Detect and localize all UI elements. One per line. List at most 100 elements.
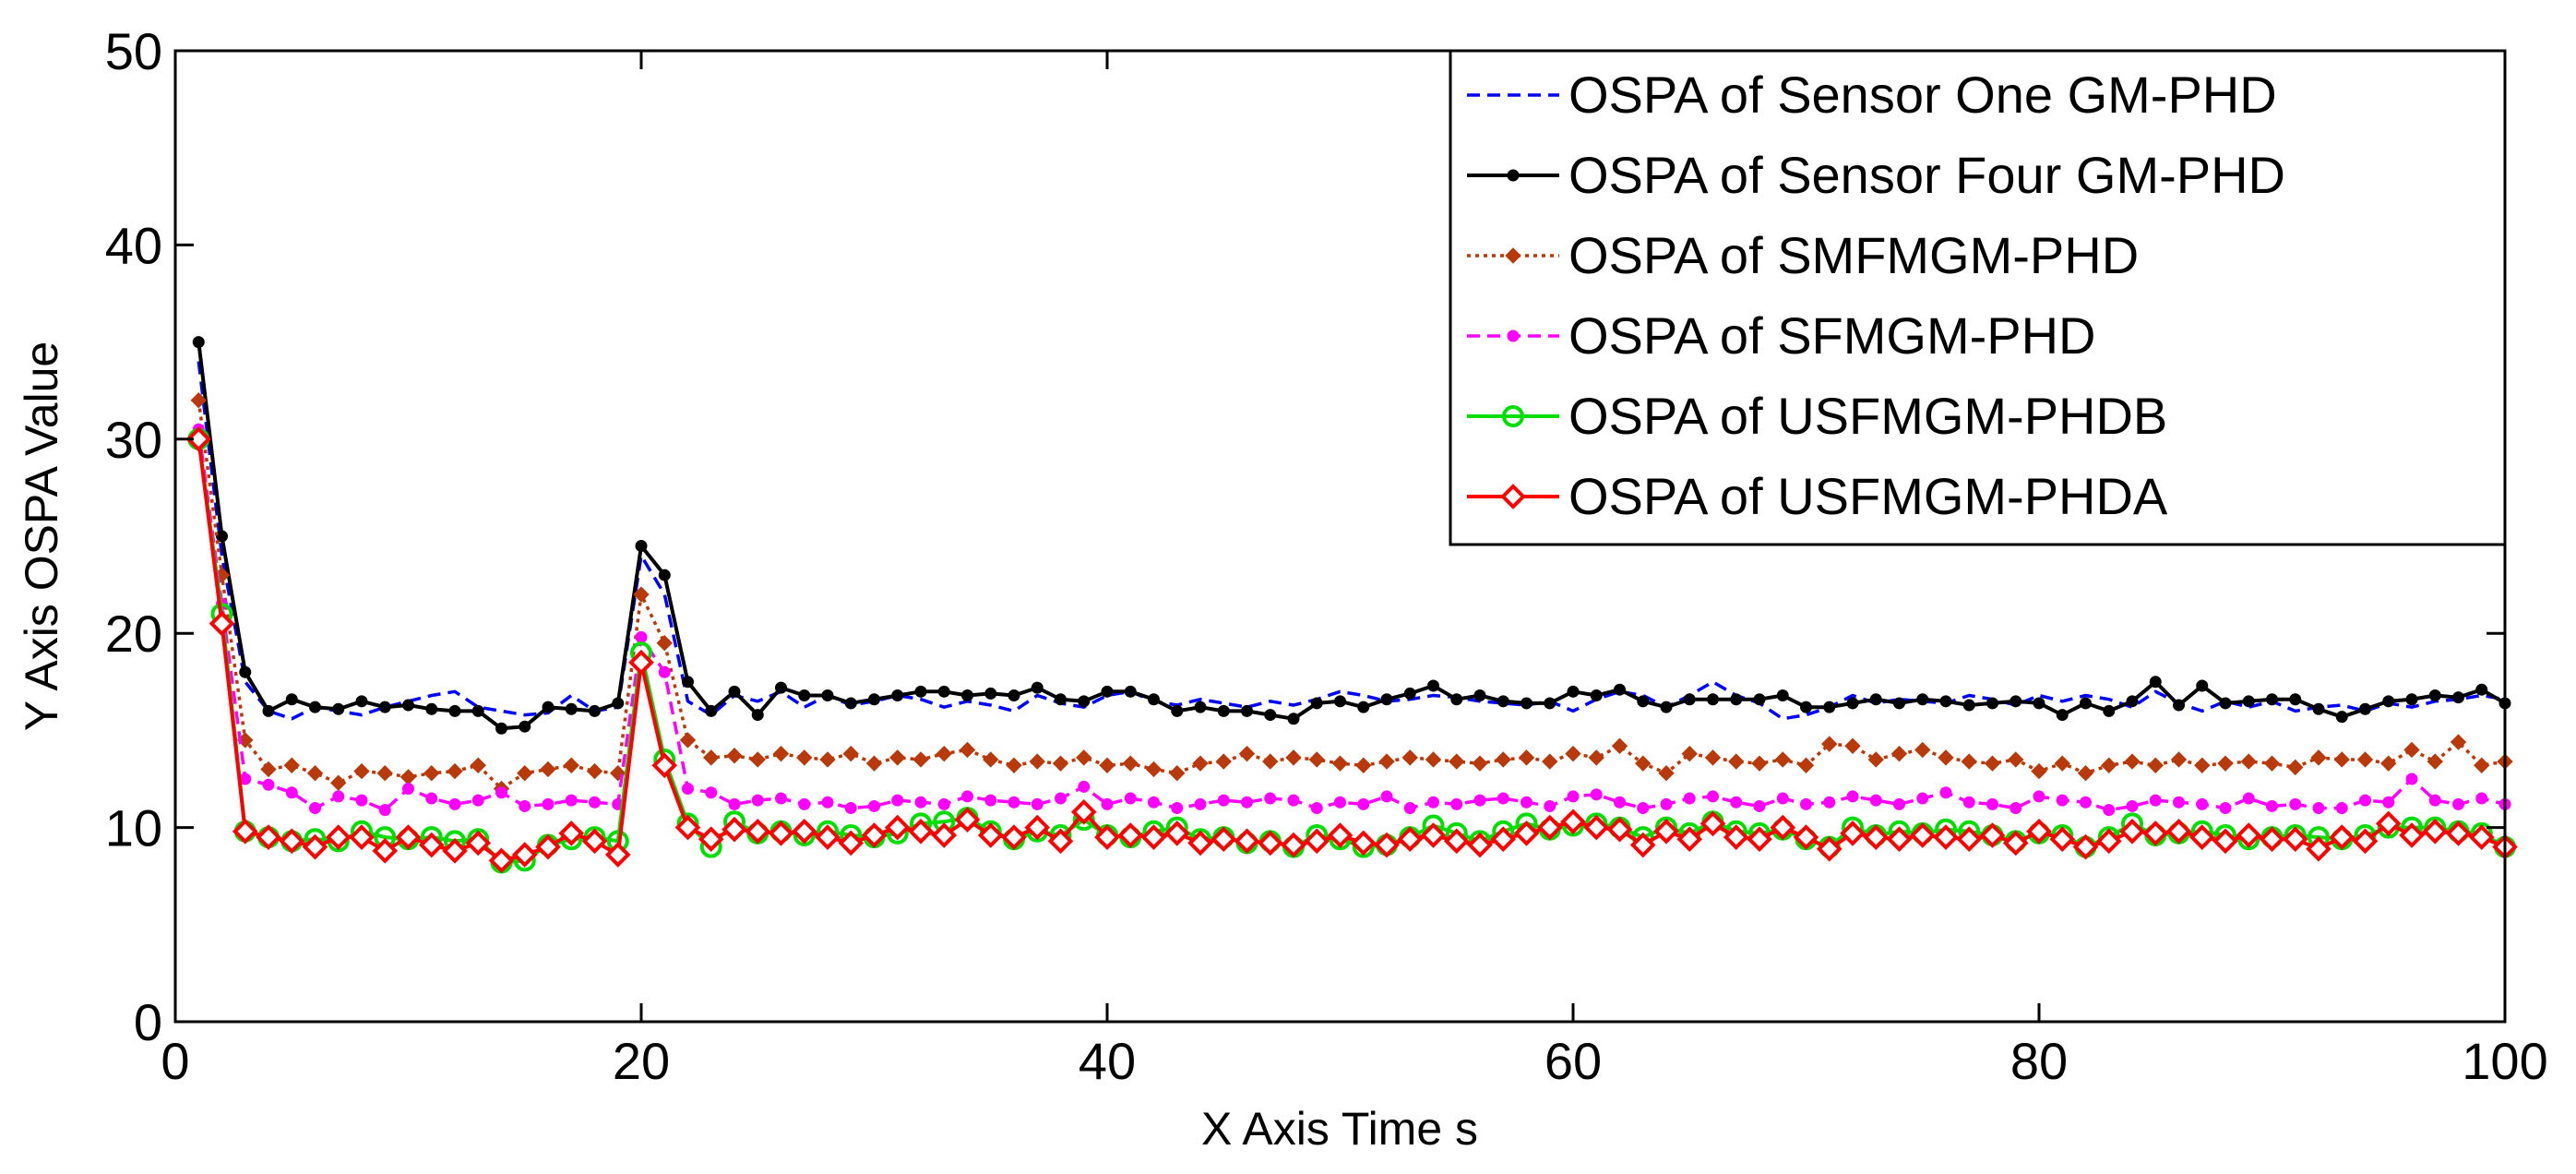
data-point [1614, 683, 1626, 696]
data-point [1869, 693, 1882, 706]
data-point [402, 699, 414, 712]
data-point [2049, 826, 2076, 853]
data-point [1420, 822, 1447, 848]
data-point [2312, 702, 2325, 715]
data-point [1956, 826, 1983, 853]
data-point [1542, 753, 1558, 770]
legend-box [1449, 49, 2507, 546]
data-point [1521, 697, 1532, 710]
data-point [1770, 814, 1796, 841]
data-point [1124, 792, 1137, 805]
data-point [1357, 797, 1370, 810]
data-point [1171, 704, 1184, 717]
data-point [914, 796, 927, 809]
data-point [1637, 802, 1650, 815]
y-axis-ticks: 0 10 20 30 40 50 [105, 22, 2505, 1051]
data-point [2333, 751, 2350, 768]
data-point [1397, 826, 1424, 853]
data-point [868, 799, 880, 812]
data-point [1962, 796, 1975, 809]
data-point [1380, 693, 1393, 706]
legend-swatch-marker [1500, 484, 1526, 509]
data-point [2380, 755, 2397, 772]
data-point [1331, 755, 1349, 772]
data-point [1210, 826, 1237, 853]
data-point [2173, 796, 2185, 809]
data-point [262, 778, 275, 791]
data-point [1047, 828, 1074, 855]
data-point [1544, 697, 1556, 710]
data-point [2194, 757, 2211, 773]
data-point [1728, 753, 1745, 770]
data-point [1450, 693, 1463, 706]
data-point [448, 797, 461, 810]
data-point [2312, 802, 2325, 815]
data-point [2287, 759, 2304, 776]
data-point [355, 695, 368, 708]
data-point [815, 824, 841, 850]
data-point [1521, 796, 1532, 809]
data-point [1285, 749, 1302, 766]
data-point [2242, 792, 2255, 805]
data-point [256, 824, 281, 850]
data-point [1163, 821, 1190, 846]
data-point [2428, 689, 2441, 702]
data-point [679, 732, 697, 749]
data-point [1611, 737, 1628, 754]
data-point [1334, 796, 1346, 809]
data-point [2010, 802, 2022, 815]
data-point [1281, 832, 1306, 858]
data-point [1192, 755, 1209, 772]
legend-swatch-marker [1502, 405, 1524, 427]
data-point [1467, 832, 1493, 858]
data-point [1443, 828, 1470, 855]
series-6 [185, 425, 2518, 874]
data-point [1234, 828, 1260, 855]
data-point [1939, 695, 1952, 708]
data-point [1699, 810, 1726, 837]
data-point [1334, 695, 1346, 708]
data-point [1262, 753, 1279, 770]
data-point [185, 425, 212, 452]
data-point [819, 751, 836, 768]
data-point [2282, 826, 2308, 853]
y-tick-label: 10 [105, 799, 162, 857]
data-point [1753, 799, 1766, 812]
data-point [1653, 818, 1679, 845]
data-point [1241, 704, 1253, 717]
data-point [1124, 685, 1137, 698]
series-line-1 [197, 361, 2506, 721]
data-point [1403, 687, 1416, 700]
data-point [2242, 695, 2255, 708]
data-point [2056, 794, 2069, 807]
data-point [1287, 794, 1300, 807]
data-point [937, 685, 950, 698]
data-point [726, 748, 743, 764]
data-point [1308, 751, 1325, 768]
data-point [471, 794, 484, 807]
data-point [682, 783, 694, 796]
data-point [977, 822, 1004, 848]
data-point [931, 822, 958, 848]
data-point [2219, 802, 2232, 815]
data-point [589, 704, 601, 717]
data-point [1217, 794, 1230, 807]
data-point [635, 630, 648, 643]
data-point [425, 702, 438, 715]
data-point [908, 818, 934, 845]
data-point [1635, 755, 1652, 772]
data-point [2445, 821, 2472, 846]
data-point [1078, 780, 1091, 793]
data-point [1449, 753, 1465, 770]
data-point [772, 745, 790, 762]
data-point [1122, 755, 1139, 772]
data-point [2240, 753, 2257, 770]
data-point [376, 764, 393, 782]
data-point [658, 665, 671, 678]
data-point [891, 794, 904, 807]
data-point [2080, 796, 2092, 809]
data-point [1916, 693, 1929, 706]
data-point [2196, 797, 2209, 810]
data-point [1747, 826, 1772, 853]
